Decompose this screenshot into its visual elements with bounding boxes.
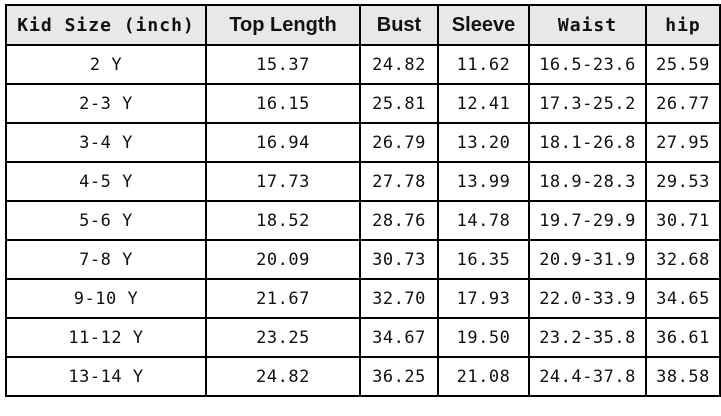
cell-sleeve: 14.78 bbox=[437, 200, 530, 241]
cell-bust: 26.79 bbox=[359, 122, 439, 163]
header-kid-size: Kid Size (inch) bbox=[5, 4, 207, 46]
cell-hip: 27.95 bbox=[645, 122, 721, 163]
cell-sleeve: 12.41 bbox=[437, 83, 530, 124]
cell-sleeve: 11.62 bbox=[437, 44, 530, 85]
header-row: Kid Size (inch) Top Length Bust Sleeve W… bbox=[5, 4, 721, 46]
cell-waist: 22.0-33.9 bbox=[528, 278, 647, 319]
cell-kid-size: 11-12 Y bbox=[5, 317, 207, 358]
cell-sleeve: 13.20 bbox=[437, 122, 530, 163]
cell-hip: 36.61 bbox=[645, 317, 721, 358]
cell-sleeve: 19.50 bbox=[437, 317, 530, 358]
cell-kid-size: 7-8 Y bbox=[5, 239, 207, 280]
cell-top-length: 20.09 bbox=[205, 239, 361, 280]
table-row: 2 Y 15.37 24.82 11.62 16.5-23.6 25.59 bbox=[5, 44, 721, 85]
cell-kid-size: 5-6 Y bbox=[5, 200, 207, 241]
header-sleeve: Sleeve bbox=[437, 4, 530, 46]
table-row: 5-6 Y 18.52 28.76 14.78 19.7-29.9 30.71 bbox=[5, 200, 721, 241]
cell-waist: 24.4-37.8 bbox=[528, 356, 647, 397]
table-row: 4-5 Y 17.73 27.78 13.99 18.9-28.3 29.53 bbox=[5, 161, 721, 202]
table-row: 3-4 Y 16.94 26.79 13.20 18.1-26.8 27.95 bbox=[5, 122, 721, 163]
cell-top-length: 24.82 bbox=[205, 356, 361, 397]
cell-kid-size: 2 Y bbox=[5, 44, 207, 85]
cell-top-length: 15.37 bbox=[205, 44, 361, 85]
cell-sleeve: 13.99 bbox=[437, 161, 530, 202]
cell-kid-size: 13-14 Y bbox=[5, 356, 207, 397]
cell-kid-size: 2-3 Y bbox=[5, 83, 207, 124]
cell-sleeve: 16.35 bbox=[437, 239, 530, 280]
table-row: 9-10 Y 21.67 32.70 17.93 22.0-33.9 34.65 bbox=[5, 278, 721, 319]
cell-bust: 24.82 bbox=[359, 44, 439, 85]
table-row: 7-8 Y 20.09 30.73 16.35 20.9-31.9 32.68 bbox=[5, 239, 721, 280]
cell-waist: 23.2-35.8 bbox=[528, 317, 647, 358]
cell-bust: 28.76 bbox=[359, 200, 439, 241]
cell-top-length: 23.25 bbox=[205, 317, 361, 358]
cell-bust: 34.67 bbox=[359, 317, 439, 358]
cell-bust: 30.73 bbox=[359, 239, 439, 280]
cell-top-length: 21.67 bbox=[205, 278, 361, 319]
cell-top-length: 17.73 bbox=[205, 161, 361, 202]
cell-bust: 25.81 bbox=[359, 83, 439, 124]
table-row: 11-12 Y 23.25 34.67 19.50 23.2-35.8 36.61 bbox=[5, 317, 721, 358]
cell-waist: 19.7-29.9 bbox=[528, 200, 647, 241]
cell-kid-size: 3-4 Y bbox=[5, 122, 207, 163]
cell-top-length: 18.52 bbox=[205, 200, 361, 241]
cell-hip: 34.65 bbox=[645, 278, 721, 319]
size-chart-table: Kid Size (inch) Top Length Bust Sleeve W… bbox=[5, 4, 721, 397]
cell-bust: 32.70 bbox=[359, 278, 439, 319]
cell-waist: 16.5-23.6 bbox=[528, 44, 647, 85]
cell-waist: 18.1-26.8 bbox=[528, 122, 647, 163]
header-hip: hip bbox=[645, 4, 721, 46]
cell-hip: 30.71 bbox=[645, 200, 721, 241]
cell-sleeve: 21.08 bbox=[437, 356, 530, 397]
table-row: 13-14 Y 24.82 36.25 21.08 24.4-37.8 38.58 bbox=[5, 356, 721, 397]
cell-kid-size: 4-5 Y bbox=[5, 161, 207, 202]
header-bust: Bust bbox=[359, 4, 439, 46]
cell-bust: 36.25 bbox=[359, 356, 439, 397]
cell-hip: 29.53 bbox=[645, 161, 721, 202]
header-top-length: Top Length bbox=[205, 4, 361, 46]
cell-hip: 26.77 bbox=[645, 83, 721, 124]
cell-waist: 17.3-25.2 bbox=[528, 83, 647, 124]
cell-bust: 27.78 bbox=[359, 161, 439, 202]
cell-hip: 25.59 bbox=[645, 44, 721, 85]
table-row: 2-3 Y 16.15 25.81 12.41 17.3-25.2 26.77 bbox=[5, 83, 721, 124]
cell-sleeve: 17.93 bbox=[437, 278, 530, 319]
cell-kid-size: 9-10 Y bbox=[5, 278, 207, 319]
cell-top-length: 16.94 bbox=[205, 122, 361, 163]
cell-top-length: 16.15 bbox=[205, 83, 361, 124]
cell-hip: 32.68 bbox=[645, 239, 721, 280]
cell-hip: 38.58 bbox=[645, 356, 721, 397]
cell-waist: 18.9-28.3 bbox=[528, 161, 647, 202]
header-waist: Waist bbox=[528, 4, 647, 46]
cell-waist: 20.9-31.9 bbox=[528, 239, 647, 280]
